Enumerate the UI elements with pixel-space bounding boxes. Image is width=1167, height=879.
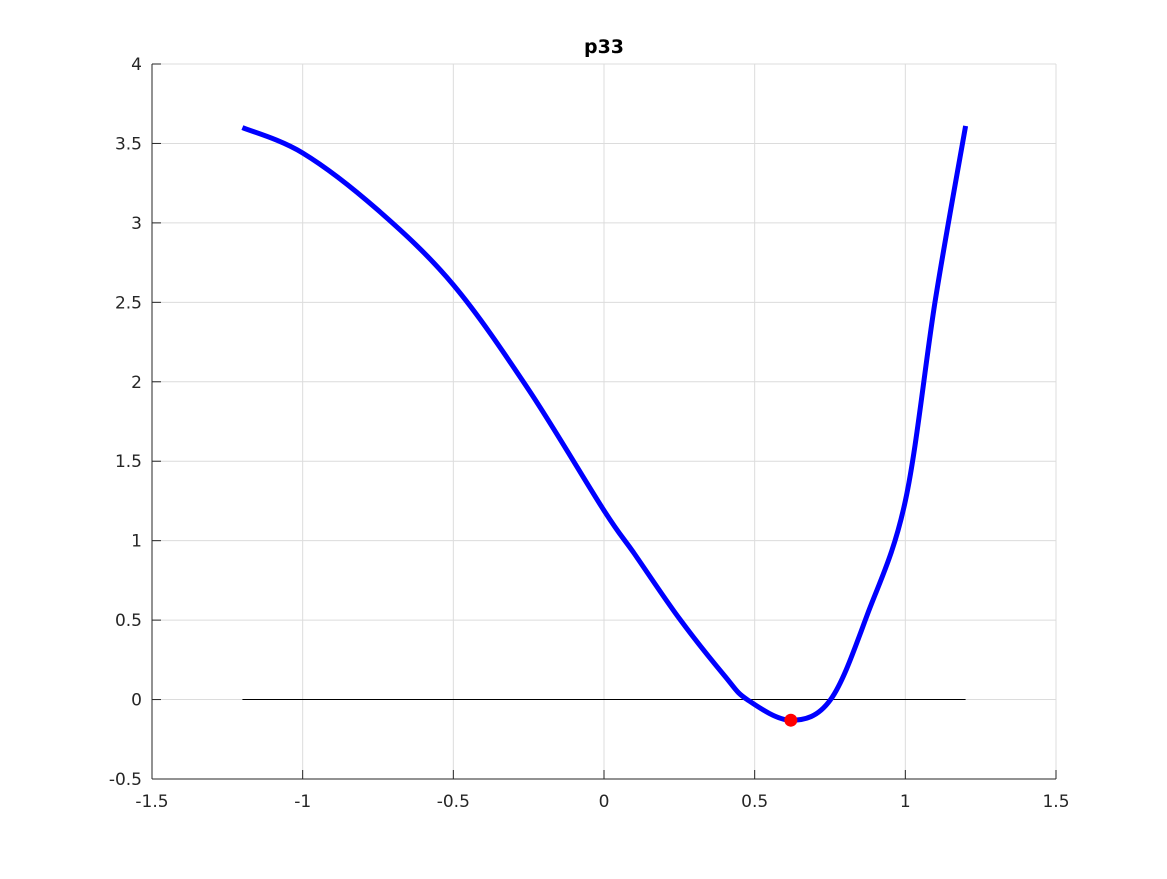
y-tick-label: 0 — [131, 691, 142, 711]
series — [241, 125, 969, 727]
x-tick-label: 0.5 — [741, 792, 768, 812]
x-tick-label: 1.5 — [1042, 792, 1069, 812]
y-tick-label: -0.5 — [109, 770, 142, 790]
y-tick-label: 3 — [131, 214, 142, 234]
function-curve — [241, 125, 969, 723]
grid — [151, 63, 1057, 780]
y-tick-label: 1 — [131, 532, 142, 552]
minimum-point-marker — [784, 713, 798, 727]
y-tick-label: 3.5 — [115, 134, 142, 154]
y-tick-label: 1.5 — [115, 452, 142, 472]
y-tick-label: 0.5 — [115, 611, 142, 631]
x-tick-label: -1.5 — [135, 792, 168, 812]
x-tick-label: 0 — [599, 792, 610, 812]
chart-title: p33 — [584, 36, 624, 58]
x-tick-label: -1 — [294, 792, 311, 812]
y-tick-label: 2 — [131, 373, 142, 393]
y-tick-label: 2.5 — [115, 293, 142, 313]
x-tick-label: 1 — [900, 792, 911, 812]
x-tick-label: -0.5 — [437, 792, 470, 812]
y-tick-label: 4 — [131, 55, 142, 75]
axes: -1.5 -1 -0.5 0 0.5 1 1.5 -0.5 0 0.5 1 1.5 2 2.5 3 3.5 4 — [109, 55, 1070, 812]
